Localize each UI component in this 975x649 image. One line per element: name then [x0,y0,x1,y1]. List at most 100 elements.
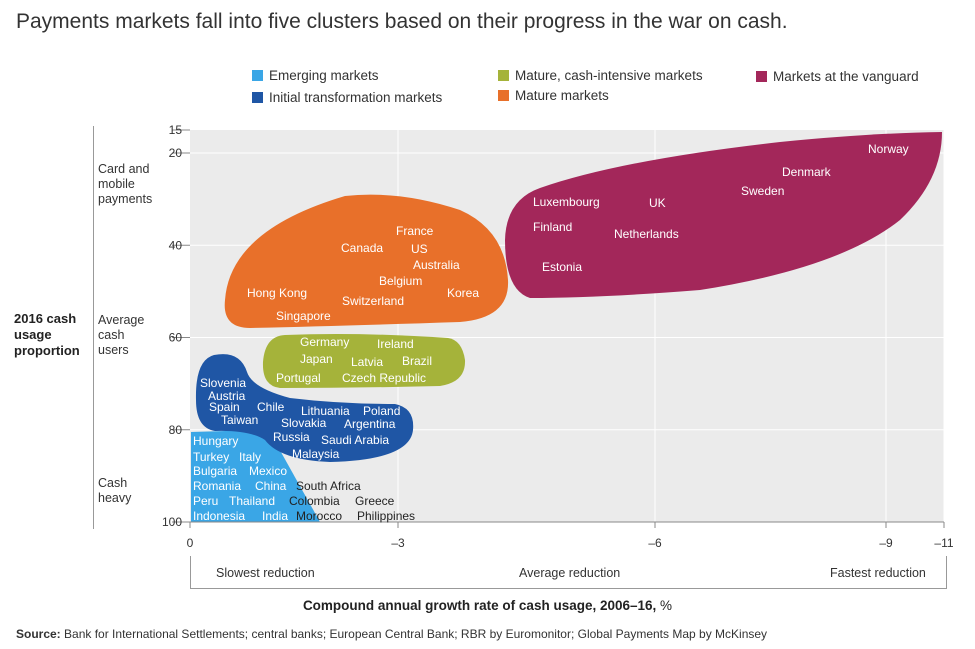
market-label-italy: Italy [239,450,261,464]
x-axis-unit: % [660,598,673,613]
x-axis-title: Compound annual growth rate of cash usag… [0,598,975,613]
market-label-romania: Romania [193,479,241,493]
market-label-brazil: Brazil [402,354,432,368]
y-tick-label: 20 [169,146,183,160]
market-label-slovakia: Slovakia [281,416,327,430]
legend-item-vanguard: Markets at the vanguard [756,69,919,84]
market-label-turkey: Turkey [193,450,229,464]
legend-item-initial-transformation: Initial transformation markets [252,90,442,105]
market-label-slovenia: Slovenia [200,376,246,390]
market-label-colombia: Colombia [289,494,340,508]
x-desc-fastest: Fastest reduction [830,566,926,580]
market-label-mexico: Mexico [249,464,287,478]
market-label-uk: UK [649,196,666,210]
x-desc-average: Average reduction [519,566,621,580]
market-label-czech-republic: Czech Republic [342,371,426,385]
market-label-bulgaria: Bulgaria [193,464,237,478]
y-band-cash-heavy: Cash heavy [98,476,132,505]
legend-swatch [252,70,263,81]
market-label-chile: Chile [257,400,285,414]
market-label-luxembourg: Luxembourg [533,195,600,209]
x-axis-ticks: 0 –3 –6 –9 –11 [187,521,954,550]
x-tick-label: –9 [879,536,893,550]
y-tick-label: 15 [169,123,183,137]
y-tick-label: 80 [169,423,183,437]
cluster-mature-shape [224,194,509,328]
legend-item-emerging: Emerging markets [252,68,379,83]
market-label-saudi-arabia: Saudi Arabia [321,433,389,447]
legend-label: Mature, cash-intensive markets [515,68,703,83]
market-label-norway: Norway [868,142,909,156]
market-label-austria: Austria [208,389,246,403]
y-tick-label: 40 [169,238,183,252]
market-label-argentina: Argentina [344,417,396,431]
market-label-morocco: Morocco [296,509,342,523]
market-label-finland: Finland [533,220,572,234]
source-label: Source: [16,627,61,641]
x-tick-label: –6 [648,536,662,550]
market-label-estonia: Estonia [542,260,582,274]
legend-swatch [498,90,509,101]
legend-label: Initial transformation markets [269,90,443,105]
market-label-india: India [262,509,288,523]
legend-label: Markets at the vanguard [773,69,919,84]
x-tick-label: 0 [187,536,194,550]
market-label-us: US [411,242,428,256]
legend-swatch [498,70,509,81]
market-label-portugal: Portugal [276,371,321,385]
market-label-belgium: Belgium [379,274,422,288]
market-label-thailand: Thailand [229,494,275,508]
y-band-card-mobile: Card and mobile payments [98,162,153,206]
market-label-china: China [255,479,287,493]
legend-item-mature-cash-intensive: Mature, cash-intensive markets [498,68,703,83]
market-label-south-africa: South Africa [296,479,361,493]
market-label-philippines: Philippines [357,509,415,523]
market-label-latvia: Latvia [351,355,383,369]
market-label-korea: Korea [447,286,479,300]
cluster-shapes [191,132,942,522]
chart-title: Payments markets fall into five clusters… [16,10,788,33]
market-label-singapore: Singapore [276,309,331,323]
market-label-lithuania: Lithuania [301,404,350,418]
y-axis-bracket [93,126,94,529]
market-label-malaysia: Malaysia [292,447,340,461]
market-label-switzerland: Switzerland [342,294,404,308]
cluster-initial-transformation-shape [195,354,414,462]
market-label-spain: Spain [209,400,240,414]
cluster-mature-cash-intensive-shape [262,334,466,388]
legend-label: Mature markets [515,88,609,103]
cluster-emerging-shape [191,430,320,522]
x-desc-slowest: Slowest reduction [216,566,315,580]
source-note: Source: Bank for International Settlemen… [16,627,767,641]
y-tick-label: 60 [169,331,183,345]
market-label-russia: Russia [273,430,310,444]
market-label-netherlands: Netherlands [614,227,679,241]
market-label-poland: Poland [363,404,400,418]
y-axis-ticks: 15 20 40 60 80 100 [162,123,190,529]
market-label-greece: Greece [355,494,395,508]
x-tick-label: –11 [934,536,953,550]
y-axis-label: 2016 cash usage proportion [14,311,80,358]
legend-swatch [252,92,263,103]
market-label-denmark: Denmark [782,165,832,179]
source-text: Bank for International Settlements; cent… [64,627,768,641]
market-label-japan: Japan [300,352,333,366]
legend-swatch [756,71,767,82]
x-axis-title-text: Compound annual growth rate of cash usag… [302,598,657,613]
market-label-sweden: Sweden [741,184,784,198]
y-tick-label: 100 [162,515,182,529]
legend-item-mature: Mature markets [498,88,609,103]
market-label-ireland: Ireland [377,337,414,351]
market-label-germany: Germany [300,335,349,349]
market-label-australia: Australia [413,258,460,272]
market-label-peru: Peru [193,494,218,508]
market-label-taiwan: Taiwan [221,413,258,427]
market-label-canada: Canada [341,241,383,255]
market-label-indonesia: Indonesia [193,509,245,523]
cluster-vanguard-shape [505,132,942,298]
chart-plot: 15 20 40 60 80 100 0 –3 –6 –9 –11 Hungary Turkey It… [162,123,954,550]
x-axis-bracket [190,556,947,589]
market-label-france: France [396,224,434,238]
y-band-average: Average cash users [98,313,145,357]
